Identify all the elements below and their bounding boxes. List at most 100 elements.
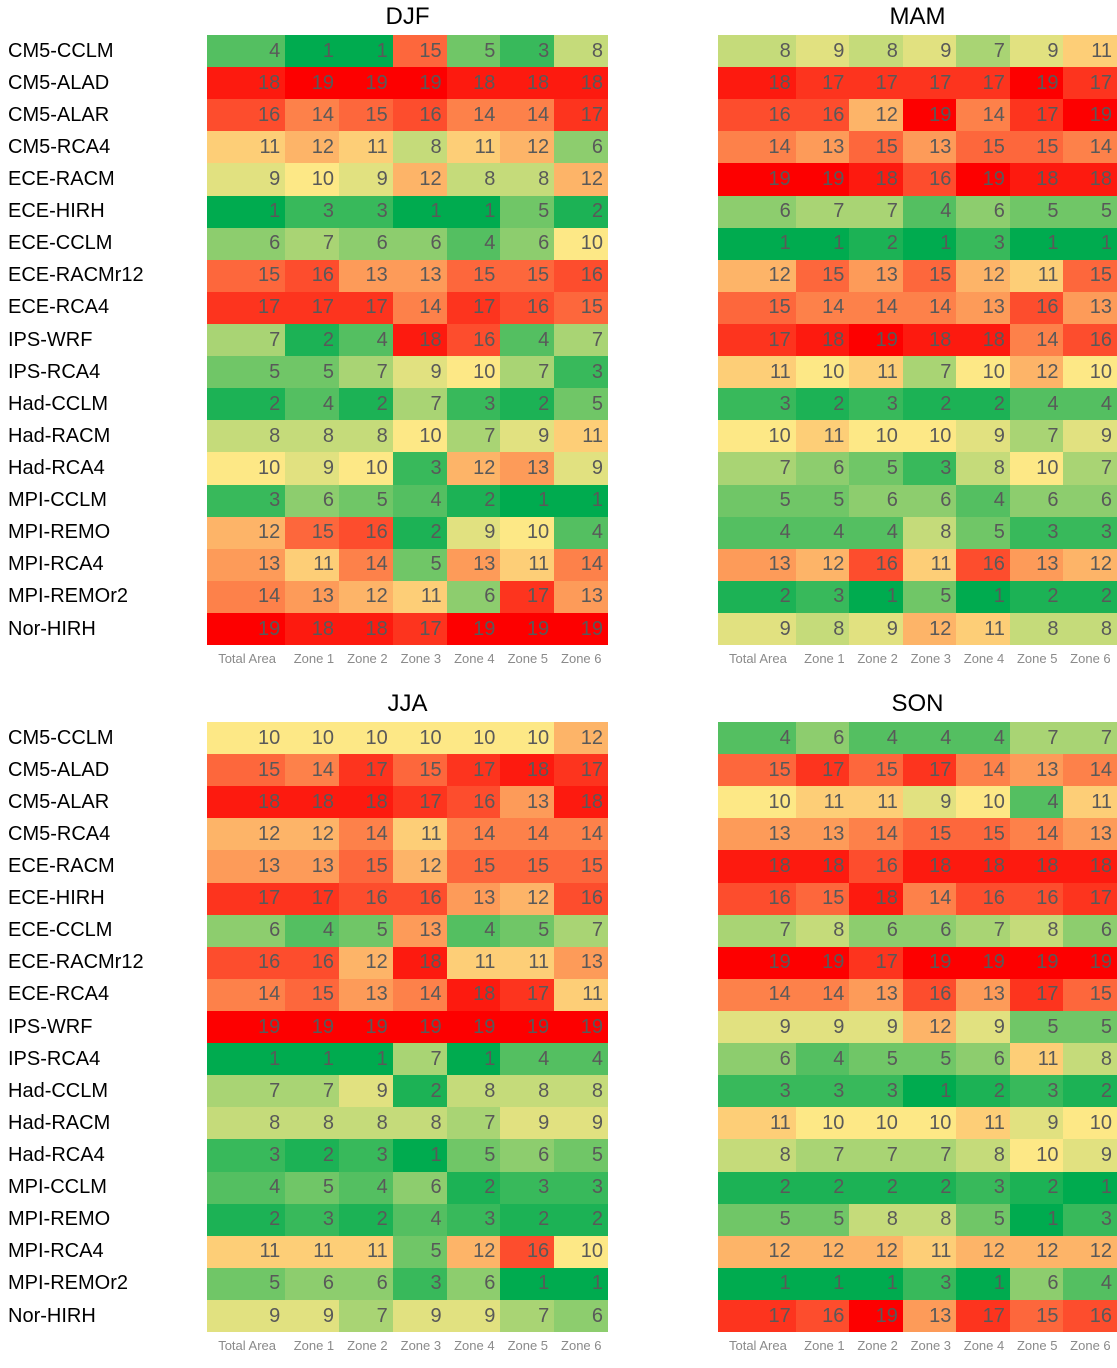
- heatmap-cell: 5: [207, 1267, 286, 1300]
- panel-title-jja: JJA: [387, 690, 428, 717]
- heatmap-cell: 6: [795, 722, 850, 755]
- heatmap-cell: 2: [500, 388, 555, 421]
- heatmap-cell: 12: [956, 1235, 1010, 1268]
- heatmap-cell: 16: [1009, 291, 1064, 324]
- heatmap-cell: 7: [1063, 452, 1117, 485]
- heatmap-row: 11 11 11 5 12 16 10: [207, 1235, 608, 1268]
- heatmap-cell: 16: [554, 882, 608, 915]
- heatmap-cell: 13: [1009, 548, 1064, 581]
- heatmap-cell: 14: [554, 818, 608, 851]
- heatmap-cell: 13: [956, 978, 1010, 1011]
- heatmap-cell: 17: [500, 580, 555, 613]
- heatmap-cell: 2: [849, 1171, 903, 1204]
- heatmap-cell: 4: [1009, 786, 1064, 819]
- heatmap-row: 5 5 7 9 10 7 3: [207, 356, 608, 389]
- heatmap-cell: 12: [849, 99, 903, 132]
- heatmap-cell: 9: [207, 1299, 286, 1333]
- heatmap-cell: 13: [207, 548, 286, 581]
- heatmap-cell: 3: [1009, 1075, 1064, 1108]
- heatmap-cell: 4: [902, 195, 957, 228]
- heatmap-cell: 18: [718, 67, 796, 100]
- heatmap-cell: 18: [392, 323, 447, 357]
- heatmap-cell: 3: [392, 452, 447, 485]
- zone-column-label: Zone 2: [347, 651, 388, 666]
- heatmap-cell: 6: [554, 131, 608, 164]
- heatmap-row: 17 17 17 14 17 16 15: [207, 291, 608, 324]
- heatmap-cell: 2: [554, 1203, 608, 1236]
- heatmap-cell: 17: [207, 291, 286, 324]
- heatmap-cell: 7: [718, 914, 796, 947]
- heatmap-cell: 6: [795, 452, 850, 485]
- heatmap-cell: 16: [849, 548, 903, 581]
- heatmap-cell: 12: [207, 818, 286, 851]
- heatmap-cell: 8: [902, 516, 957, 549]
- heatmap-row: 19 19 19 19 19 19 19: [207, 1010, 608, 1044]
- heatmap-cell: 5: [339, 914, 393, 947]
- heatmap-cell: 15: [446, 259, 501, 292]
- heatmap-cell: 8: [339, 420, 393, 453]
- heatmap-cell: 6: [1009, 1267, 1064, 1300]
- heatmap-cell: 13: [849, 259, 903, 292]
- heatmap-cell: 14: [554, 548, 608, 581]
- heatmap-cell: 8: [446, 163, 501, 196]
- heatmap-cell: 14: [339, 548, 393, 581]
- heatmap-cell: 18: [500, 67, 555, 100]
- heatmap-cell: 15: [207, 259, 286, 292]
- zone-column-label: Zone 5: [507, 651, 549, 666]
- heatmap-cell: 6: [902, 484, 957, 517]
- heatmap-row: 17 17 16 16 13 12 16: [207, 882, 608, 915]
- zone-column-label: Total Area: [218, 1338, 277, 1353]
- heatmap-cell: 14: [392, 291, 447, 324]
- model-row-label: IPS-RCA4: [8, 1047, 101, 1070]
- heatmap-cell: 7: [956, 35, 1010, 68]
- zone-column-label: Zone 6: [1070, 651, 1111, 666]
- heatmap-cell: 5: [849, 1043, 903, 1076]
- heatmap-row: 10 11 11 9 10 4 11: [718, 786, 1117, 819]
- heatmap-cell: 5: [956, 516, 1010, 549]
- column-labels-jja: Total Area Zone 1 Zone 2 Zone 3 Zone 4 Zone 5…: [207, 1338, 608, 1360]
- heatmap-cell: 1: [795, 227, 850, 260]
- heatmap-cell: 7: [902, 1139, 957, 1172]
- heatmap-cell: 17: [554, 754, 608, 787]
- heatmap-cell: 15: [1009, 1299, 1064, 1333]
- heatmap-row: 12 15 16 2 9 10 4: [207, 516, 608, 549]
- heatmap-cell: 15: [500, 850, 555, 883]
- model-row-label: MPI-RCA4: [8, 1240, 104, 1263]
- heatmap-cell: 4: [446, 914, 501, 947]
- heatmap-cell: 11: [207, 131, 286, 164]
- heatmap-cell: 7: [285, 227, 339, 260]
- heatmap-cell: 5: [902, 1043, 957, 1076]
- heatmap-cell: 19: [849, 323, 903, 357]
- heatmap-cell: 11: [392, 818, 447, 851]
- heatmap-cell: 14: [339, 818, 393, 851]
- heatmap-cell: 8: [285, 1107, 339, 1140]
- heatmap-cell: 16: [500, 291, 555, 324]
- heatmap-cell: 13: [795, 131, 850, 164]
- heatmap-cell: 10: [718, 420, 796, 453]
- heatmap-row: 18 18 18 17 16 13 18: [207, 786, 608, 819]
- heatmap-cell: 12: [1009, 356, 1064, 389]
- heatmap-cell: 1: [1009, 1203, 1064, 1236]
- heatmap-cell: 1: [1009, 227, 1064, 260]
- heatmap-cell: 3: [1063, 1203, 1117, 1236]
- heatmap-cell: 7: [285, 1075, 339, 1108]
- heatmap-cell: 18: [1063, 163, 1117, 196]
- heatmap-cell: 15: [446, 850, 501, 883]
- heatmap-cell: 13: [446, 548, 501, 581]
- heatmap-cell: 16: [795, 1299, 850, 1333]
- heatmap-cell: 6: [285, 484, 339, 517]
- heatmap-cell: 2: [849, 227, 903, 260]
- heatmap-cell: 11: [339, 1235, 393, 1268]
- heatmap-cell: 14: [1063, 754, 1117, 787]
- heatmap-cell: 1: [849, 580, 903, 613]
- heatmap-cell: 6: [392, 227, 447, 260]
- heatmap-cell: 14: [849, 818, 903, 851]
- heatmap-row: 14 13 15 13 15 15 14: [718, 131, 1117, 164]
- heatmap-cell: 5: [718, 484, 796, 517]
- heatmap-cell: 9: [339, 163, 393, 196]
- heatmap-cell: 16: [1063, 323, 1117, 357]
- heatmap-cell: 11: [446, 946, 501, 979]
- heatmap-cell: 15: [285, 516, 339, 549]
